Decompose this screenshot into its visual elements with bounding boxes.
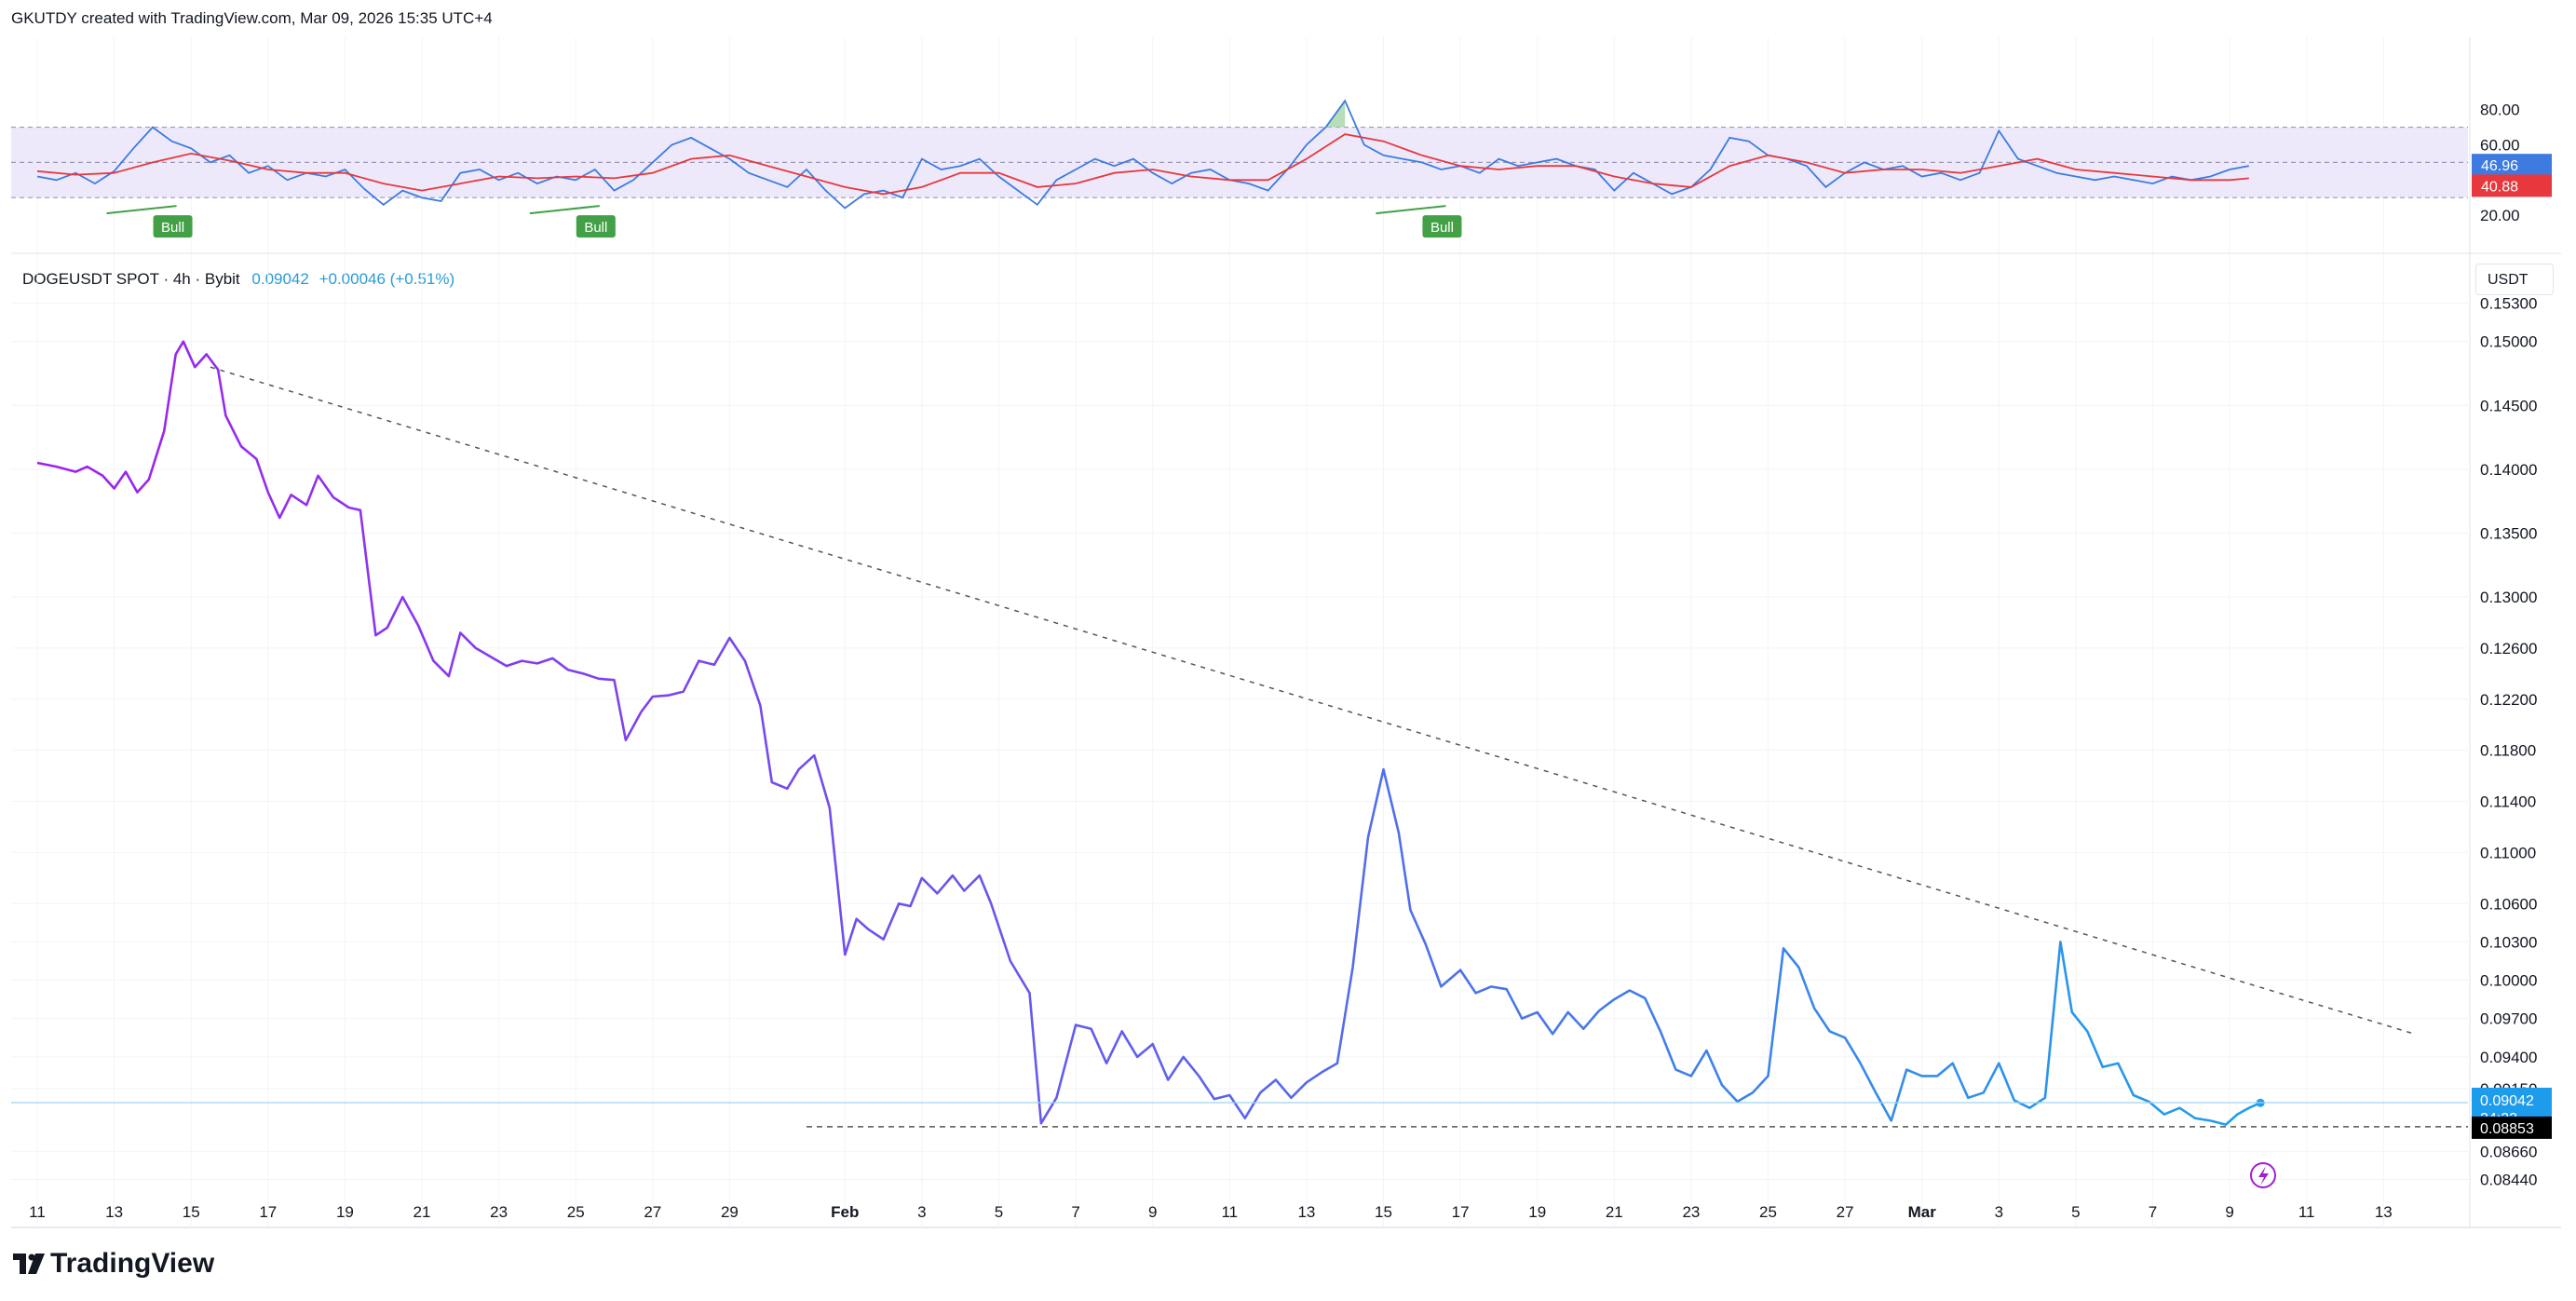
time-tick-label: 15 — [1375, 1203, 1392, 1221]
bull-badge — [153, 215, 193, 238]
time-tick-label: 21 — [414, 1203, 431, 1221]
time-tick-label: 7 — [2149, 1203, 2157, 1221]
price-tick-label: 0.14500 — [2480, 397, 2537, 414]
time-tick-label: 17 — [1452, 1203, 1470, 1221]
price-tick-label: 0.08660 — [2480, 1143, 2537, 1160]
price-panel[interactable] — [11, 340, 2468, 1128]
price-tick-label: 0.15300 — [2480, 295, 2537, 313]
support-tag — [2472, 1116, 2552, 1139]
price-tick-label: 0.10300 — [2480, 933, 2537, 951]
bull-divergence-line — [529, 205, 600, 215]
axes: 80.00 60.00 20.00 0.15300 0.15000 0.14500 0.14… — [29, 102, 2537, 1221]
rsi-value-tag — [2472, 154, 2552, 177]
price-tick-label: 0.13000 — [2480, 589, 2537, 606]
price-tick-label: 0.08440 — [2480, 1172, 2537, 1189]
time-tick-label: 27 — [1837, 1203, 1854, 1221]
rsi-overbought-fill — [152, 101, 1346, 128]
time-tick-label: 3 — [917, 1203, 926, 1221]
symbol-name[interactable]: DOGEUSDT SPOT · 4h · Bybit — [22, 270, 240, 288]
time-tick-label: 13 — [105, 1203, 123, 1221]
unit-selector[interactable]: USDT — [2475, 264, 2554, 295]
time-tick-label: 5 — [2071, 1203, 2080, 1221]
price-tick-label: 0.11800 — [2480, 742, 2536, 760]
time-tick-label: 27 — [644, 1203, 661, 1221]
bull-divergence-line — [106, 205, 177, 215]
bull-label: Bull — [584, 220, 607, 236]
price-tick-label: 0.11000 — [2480, 844, 2536, 861]
time-tick-label: 3 — [1995, 1203, 2003, 1221]
price-tick-label: 0.12600 — [2480, 640, 2537, 657]
time-tick-label: 23 — [1682, 1203, 1700, 1221]
time-tick-label: 11 — [2298, 1203, 2315, 1221]
symbol-price: 0.09042 — [251, 270, 309, 288]
rsi-panel[interactable]: Bull Bull Bull — [11, 99, 2468, 238]
time-tick-label: 19 — [1528, 1203, 1546, 1221]
rsi-line — [36, 99, 2249, 210]
resistance-trendline — [210, 366, 2415, 1035]
rsi-tick-label: 20.00 — [2480, 207, 2520, 224]
price-tick-label: 0.11400 — [2480, 793, 2536, 811]
symbol-legend: DOGEUSDT SPOT · 4h · Bybit 0.09042 +0.00… — [22, 270, 454, 289]
bull-badge — [1422, 215, 1462, 238]
grid-layer — [11, 37, 2561, 1228]
price-tick-label: 0.10600 — [2480, 895, 2537, 913]
bull-label: Bull — [161, 220, 184, 236]
bull-label: Bull — [1430, 220, 1454, 236]
time-tick-label: 15 — [183, 1203, 200, 1221]
price-tick-label: 0.12200 — [2480, 691, 2537, 709]
time-tick-label: 5 — [995, 1203, 1003, 1221]
rsi-value-text: 46.96 — [2481, 158, 2518, 174]
time-tick-label: 21 — [1606, 1203, 1623, 1221]
rsi-ma-text: 40.88 — [2481, 179, 2518, 195]
time-tick-label: 29 — [721, 1203, 739, 1221]
time-tick-label: 9 — [2225, 1203, 2233, 1221]
price-tick-label: 0.13500 — [2480, 524, 2537, 542]
rsi-ma-line — [36, 133, 2249, 196]
time-tick-label: 13 — [2375, 1203, 2393, 1221]
bull-divergence-line — [1376, 205, 1446, 215]
attribution-header: GKUTDY created with TradingView.com, Mar… — [11, 9, 493, 27]
brand-name: TradingView — [50, 1248, 215, 1279]
symbol-change: +0.00046 (+0.51%) — [319, 270, 455, 288]
time-tick-label: 13 — [1297, 1203, 1315, 1221]
rsi-tick-label: 80.00 — [2480, 102, 2520, 119]
bull-badge — [576, 215, 616, 238]
rsi-ma-tag — [2472, 174, 2552, 197]
price-tick-label: 0.10000 — [2480, 972, 2537, 990]
time-tick-label: 11 — [29, 1203, 46, 1221]
tradingview-logo[interactable]: TradingView — [13, 1248, 214, 1280]
lightning-icon[interactable] — [2250, 1162, 2276, 1188]
last-price-text: 0.09042 — [2480, 1093, 2534, 1109]
time-tick-label: 11 — [1221, 1203, 1238, 1221]
time-tick-label: 7 — [1071, 1203, 1079, 1221]
price-tick-label: 0.09400 — [2480, 1049, 2537, 1066]
time-tick-label: Mar — [1908, 1203, 1937, 1221]
time-tick-label: 25 — [567, 1203, 585, 1221]
price-tick-label: 0.14000 — [2480, 461, 2537, 479]
time-tick-label: 19 — [336, 1203, 354, 1221]
time-tick-label: Feb — [831, 1203, 859, 1221]
price-tick-label: 0.15000 — [2480, 333, 2537, 351]
rsi-tick-label: 60.00 — [2480, 136, 2520, 154]
price-tick-label: 0.09700 — [2480, 1010, 2537, 1028]
support-text: 0.08853 — [2480, 1121, 2534, 1137]
price-line — [36, 340, 2261, 1126]
time-tick-label: 23 — [490, 1203, 508, 1221]
time-tick-label: 25 — [1759, 1203, 1777, 1221]
time-tick-label: 17 — [259, 1203, 277, 1221]
tradingview-logo-icon — [13, 1254, 45, 1274]
time-tick-label: 9 — [1148, 1203, 1157, 1221]
